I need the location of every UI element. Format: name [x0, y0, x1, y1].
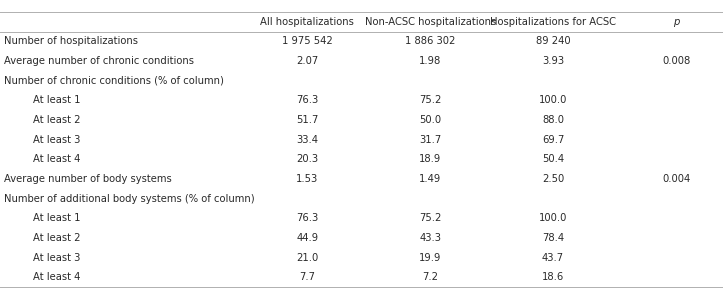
Text: 0.004: 0.004	[662, 174, 690, 184]
Text: Average number of chronic conditions: Average number of chronic conditions	[4, 56, 194, 66]
Text: 43.3: 43.3	[419, 233, 441, 243]
Text: 1.98: 1.98	[419, 56, 441, 66]
Text: 1 886 302: 1 886 302	[405, 36, 455, 46]
Text: Hospitalizations for ACSC: Hospitalizations for ACSC	[490, 17, 616, 27]
Text: Average number of body systems: Average number of body systems	[4, 174, 171, 184]
Text: 89 240: 89 240	[536, 36, 570, 46]
Text: 7.2: 7.2	[422, 272, 438, 282]
Text: Number of chronic conditions (% of column): Number of chronic conditions (% of colum…	[4, 76, 223, 86]
Text: Non-ACSC hospitalizations: Non-ACSC hospitalizations	[364, 17, 496, 27]
Text: At least 2: At least 2	[33, 233, 80, 243]
Text: 75.2: 75.2	[419, 95, 441, 105]
Text: 69.7: 69.7	[542, 135, 564, 145]
Text: Number of hospitalizations: Number of hospitalizations	[4, 36, 137, 46]
Text: 100.0: 100.0	[539, 213, 568, 223]
Text: All hospitalizations: All hospitalizations	[260, 17, 354, 27]
Text: 20.3: 20.3	[296, 154, 318, 164]
Text: 50.4: 50.4	[542, 154, 564, 164]
Text: 75.2: 75.2	[419, 213, 441, 223]
Text: 31.7: 31.7	[419, 135, 441, 145]
Text: At least 3: At least 3	[33, 135, 80, 145]
Text: 18.9: 18.9	[419, 154, 441, 164]
Text: 18.6: 18.6	[542, 272, 564, 282]
Text: 44.9: 44.9	[296, 233, 318, 243]
Text: At least 3: At least 3	[33, 252, 80, 263]
Text: 76.3: 76.3	[296, 213, 318, 223]
Text: At least 4: At least 4	[33, 272, 80, 282]
Text: Number of additional body systems (% of column): Number of additional body systems (% of …	[4, 194, 254, 204]
Text: 21.0: 21.0	[296, 252, 318, 263]
Text: 88.0: 88.0	[542, 115, 564, 125]
Text: 7.7: 7.7	[299, 272, 315, 282]
Text: 1.53: 1.53	[296, 174, 318, 184]
Text: 1 975 542: 1 975 542	[282, 36, 333, 46]
Text: At least 2: At least 2	[33, 115, 80, 125]
Text: 50.0: 50.0	[419, 115, 441, 125]
Text: p: p	[673, 17, 679, 27]
Text: 33.4: 33.4	[296, 135, 318, 145]
Text: 51.7: 51.7	[296, 115, 318, 125]
Text: 19.9: 19.9	[419, 252, 441, 263]
Text: At least 1: At least 1	[33, 213, 80, 223]
Text: 100.0: 100.0	[539, 95, 568, 105]
Text: 2.50: 2.50	[542, 174, 564, 184]
Text: 1.49: 1.49	[419, 174, 441, 184]
Text: 78.4: 78.4	[542, 233, 564, 243]
Text: 0.008: 0.008	[662, 56, 690, 66]
Text: 43.7: 43.7	[542, 252, 564, 263]
Text: 3.93: 3.93	[542, 56, 564, 66]
Text: 2.07: 2.07	[296, 56, 318, 66]
Text: 76.3: 76.3	[296, 95, 318, 105]
Text: At least 4: At least 4	[33, 154, 80, 164]
Text: At least 1: At least 1	[33, 95, 80, 105]
